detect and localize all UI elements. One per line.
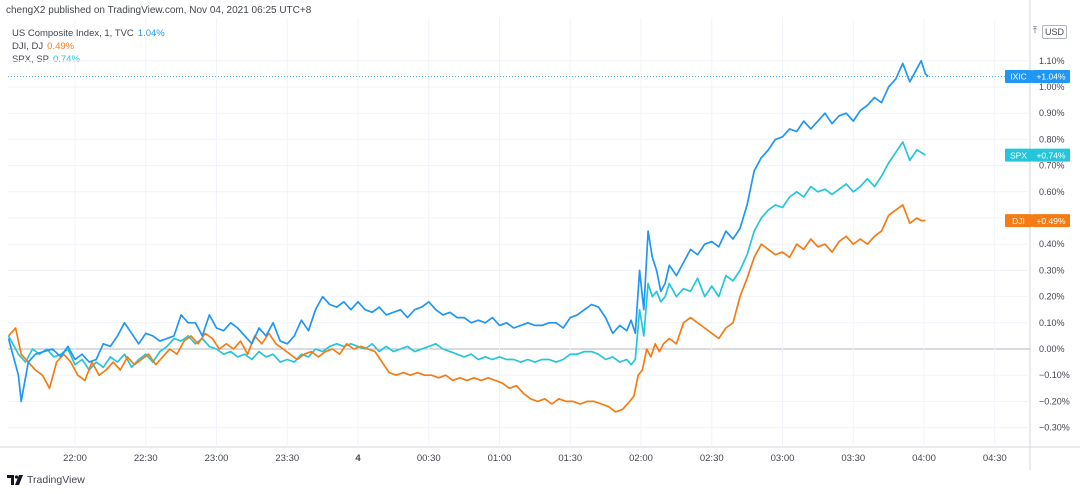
legend-value-spx: 0.74% (52, 54, 80, 65)
y-tick-label: 0.70% (1039, 161, 1065, 171)
series-lines (7, 59, 929, 413)
published-header: chengX2 published on TradingView.com, No… (6, 5, 312, 16)
price-tag-name-bg (1005, 214, 1032, 228)
x-tick-label: 23:30 (275, 453, 299, 464)
y-tick-label: 1.10% (1039, 56, 1065, 66)
legend-row-dji[interactable]: DJI, DJ 0.49% (12, 40, 165, 53)
legend-row-ixic[interactable]: US Composite Index, 1, TVC 1.04% (12, 27, 165, 40)
legend-value-ixic: 1.04% (137, 28, 165, 39)
y-tick-label: 0.90% (1039, 108, 1065, 118)
price-tags: IXIC +1.04% SPX +0.74% DJI +0.49% (1005, 70, 1070, 228)
x-tick-label: 22:30 (134, 453, 158, 464)
series-line-ixic (7, 59, 929, 403)
footer-brand[interactable]: TradingView (27, 474, 85, 486)
price-tag-value: +1.04% (1036, 72, 1066, 82)
legend-label-ixic: US Composite Index, 1, TVC (12, 28, 134, 39)
footer: TradingView (7, 474, 85, 486)
y-tick-label: 0.60% (1039, 187, 1065, 197)
y-tick-label: 0.80% (1039, 134, 1065, 144)
price-tag-value-bg (1032, 148, 1070, 162)
price-tag-name-bg (1005, 148, 1032, 162)
x-tick-label: 03:30 (841, 453, 865, 464)
x-tick-label: 22:00 (63, 453, 87, 464)
y-tick-label: 0.10% (1039, 318, 1065, 328)
text-cursor-icon[interactable]: ⤒ (1033, 25, 1037, 35)
y-tick-label: 0.20% (1039, 292, 1065, 302)
x-tick-label: 02:00 (629, 453, 653, 464)
price-tag-spx: SPX +0.74% (1005, 148, 1070, 162)
y-tick-label: 1.00% (1039, 82, 1065, 92)
price-tag-ixic: IXIC +1.04% (1005, 70, 1070, 84)
legend-label-spx: SPX, SP (12, 54, 49, 65)
price-tag-value-bg (1032, 70, 1070, 84)
price-tag-value-bg (1032, 214, 1070, 228)
comparison-chart[interactable]: 1.10%1.00%0.90%0.80%0.70%0.60%0.50%0.40%… (0, 0, 1080, 470)
y-tick-label: −0.10% (1039, 370, 1070, 380)
x-tick-label: 01:00 (488, 453, 512, 464)
tradingview-logo-icon[interactable] (7, 474, 23, 486)
price-tag-name: DJI (1012, 216, 1025, 226)
x-tick-label: 03:00 (771, 453, 795, 464)
y-tick-label: 0.00% (1039, 344, 1065, 354)
price-tag-dji: DJI +0.49% (1005, 214, 1070, 228)
price-tag-name: IXIC (1010, 72, 1027, 82)
price-tag-value: +0.74% (1036, 150, 1066, 160)
y-tick-label: −0.30% (1039, 423, 1070, 433)
y-tick-label: −0.20% (1039, 396, 1070, 406)
legend-row-spx[interactable]: SPX, SP 0.74% (12, 53, 165, 66)
price-axis[interactable]: 1.10%1.00%0.90%0.80%0.70%0.60%0.50%0.40%… (1039, 56, 1070, 433)
series-line-dji (7, 204, 926, 413)
price-tag-name: SPX (1010, 150, 1027, 160)
x-tick-label: 4 (355, 453, 361, 464)
chart-grid (0, 0, 1080, 470)
price-tag-name-bg (1005, 70, 1032, 84)
series-line-spx (7, 141, 926, 371)
x-tick-label: 23:00 (205, 453, 229, 464)
price-tag-value: +0.49% (1036, 216, 1066, 226)
legend-value-dji: 0.49% (47, 41, 75, 52)
legend-label-dji: DJI, DJ (12, 41, 44, 52)
series-legend: US Composite Index, 1, TVC 1.04% DJI, DJ 0… (12, 27, 165, 66)
y-tick-label: 0.40% (1039, 239, 1065, 249)
x-tick-label: 01:30 (558, 453, 582, 464)
x-tick-label: 04:30 (983, 453, 1007, 464)
currency-label[interactable]: USD (1042, 25, 1068, 39)
x-tick-label: 02:30 (700, 453, 724, 464)
time-axis[interactable]: 22:00 22:30 23:00 23:30 4 00:30 01:00 01:30 02:0… (63, 453, 1007, 464)
y-tick-label: 0.30% (1039, 265, 1065, 275)
x-tick-label: 00:30 (417, 453, 441, 464)
x-tick-label: 04:00 (912, 453, 936, 464)
